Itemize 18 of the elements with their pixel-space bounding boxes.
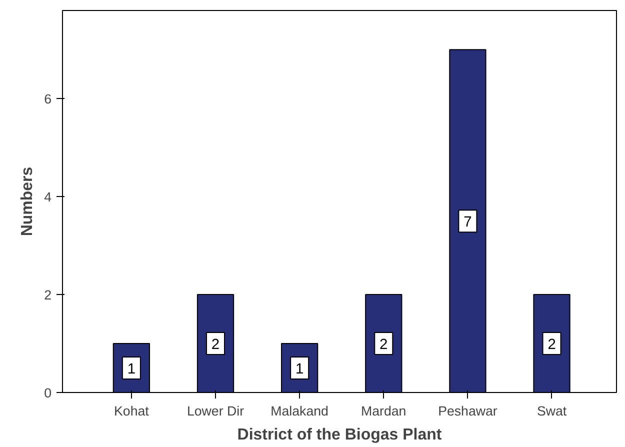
data-label: 1 [295,362,304,378]
x-axis-title: District of the Biogas Plant [237,426,442,444]
x-tick-label: Peshawar [438,404,498,418]
y-tick-label: 4 [44,190,52,205]
y-tick-label: 0 [44,386,52,400]
x-tick-label: Kohat [114,404,150,418]
data-label: 1 [127,362,136,378]
y-tick-label: 6 [44,92,52,107]
data-label: 2 [380,337,388,354]
x-tick-label: Swat [536,404,567,418]
x-tick-label: Malakand [270,404,328,418]
x-tick-label: Lower Dir [186,404,245,418]
data-label: 2 [211,337,220,354]
x-tick-label: Mardan [361,404,406,418]
y-axis-title: Numbers [19,166,36,236]
data-label: 2 [548,337,556,354]
data-label: 7 [464,214,472,231]
y-tick-label: 2 [44,288,52,303]
